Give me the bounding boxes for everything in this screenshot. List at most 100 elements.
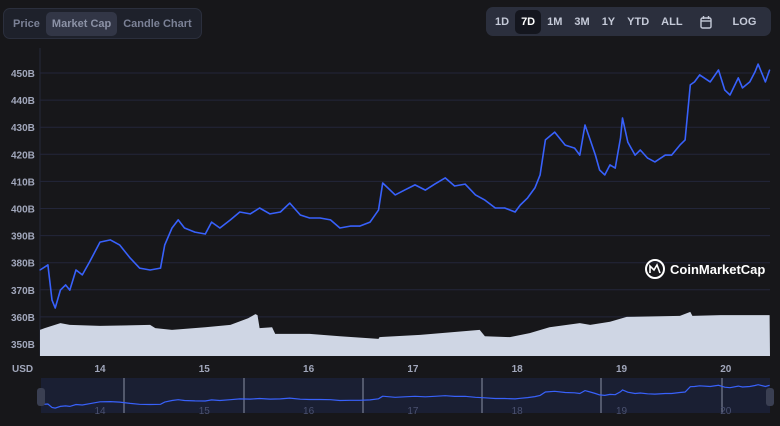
- range-3m[interactable]: 3M: [574, 15, 590, 28]
- data-point: [589, 139, 591, 141]
- navigator-tick-label: 19: [616, 406, 628, 417]
- calendar-icon[interactable]: [689, 11, 723, 33]
- data-point: [757, 63, 759, 65]
- y-tick-label: 380B: [11, 259, 35, 270]
- data-point: [54, 307, 56, 309]
- data-point: [464, 183, 466, 185]
- data-point: [737, 77, 739, 79]
- range-ytd[interactable]: YTD: [627, 15, 650, 28]
- data-point: [619, 137, 622, 139]
- data-point: [670, 154, 673, 156]
- data-point: [424, 189, 427, 191]
- navigator[interactable]: 14 15 16 17 18 19 20: [37, 378, 774, 417]
- data-point: [59, 289, 61, 291]
- time-range-selector: 1D 7D 1M 3M 1Y YTD ALL LOG: [486, 7, 771, 36]
- data-point: [454, 185, 456, 187]
- tab-candle-chart[interactable]: Candle Chart: [123, 17, 192, 30]
- data-point: [539, 174, 541, 176]
- data-point: [639, 149, 641, 151]
- navigator-tick-label: 15: [199, 406, 211, 417]
- x-tick-label: 15: [199, 364, 211, 375]
- range-log[interactable]: LOG: [732, 15, 757, 28]
- data-point: [709, 81, 711, 83]
- data-point: [319, 217, 321, 219]
- data-point: [764, 81, 767, 83]
- navigator-left-handle[interactable]: [37, 388, 45, 406]
- data-point: [129, 257, 131, 259]
- range-1m[interactable]: 1M: [547, 15, 563, 28]
- data-point: [289, 202, 291, 204]
- data-point: [646, 157, 649, 159]
- data-point: [149, 269, 151, 271]
- data-point: [194, 231, 196, 233]
- range-1d[interactable]: 1D: [495, 15, 510, 28]
- tab-price[interactable]: Price: [13, 17, 40, 30]
- data-point: [99, 241, 101, 243]
- data-point: [139, 267, 141, 269]
- data-point: [119, 244, 121, 246]
- data-point: [717, 69, 720, 71]
- data-point: [729, 94, 731, 96]
- data-point: [403, 189, 406, 191]
- data-point: [474, 194, 477, 196]
- data-point: [394, 194, 396, 196]
- data-point: [444, 177, 446, 179]
- data-point: [494, 207, 496, 209]
- data-point: [544, 139, 546, 141]
- tab-market-cap[interactable]: Market Cap: [45, 11, 118, 36]
- data-point: [689, 84, 691, 86]
- data-point: [64, 284, 67, 286]
- data-point: [654, 161, 656, 163]
- range-1y[interactable]: 1Y: [601, 15, 616, 28]
- navigator-window[interactable]: [41, 378, 770, 413]
- data-point: [627, 141, 629, 143]
- data-point: [519, 204, 521, 206]
- data-point: [204, 233, 206, 235]
- market-cap-line: [39, 63, 771, 309]
- x-tick-label: 16: [303, 364, 315, 375]
- data-point: [47, 264, 49, 266]
- watermark-text: CoinMarketCap: [670, 262, 765, 277]
- data-point: [309, 217, 311, 219]
- data-point: [594, 154, 597, 156]
- chart-type-tabs: Price Market Cap Candle Chart: [3, 8, 202, 39]
- data-point: [219, 227, 221, 229]
- navigator-right-handle[interactable]: [766, 388, 774, 406]
- data-point: [414, 184, 416, 186]
- data-point: [527, 197, 529, 199]
- data-point: [484, 199, 486, 201]
- data-point: [51, 299, 53, 301]
- data-point: [741, 87, 744, 89]
- data-point: [109, 239, 112, 241]
- data-point: [183, 227, 186, 229]
- y-tick-label: 360B: [11, 313, 35, 324]
- data-point: [724, 89, 726, 91]
- range-all[interactable]: ALL: [661, 15, 683, 28]
- y-tick-label: 350B: [11, 340, 35, 351]
- data-point: [609, 164, 611, 166]
- data-point: [504, 207, 506, 209]
- navigator-tick-label: 14: [94, 406, 106, 417]
- data-point: [329, 219, 332, 221]
- data-point: [88, 261, 91, 263]
- range-7d[interactable]: 7D: [515, 9, 542, 34]
- data-point: [634, 154, 636, 156]
- data-point: [693, 81, 696, 83]
- data-point: [269, 213, 271, 215]
- data-point: [579, 154, 581, 156]
- data-point: [369, 221, 371, 223]
- y-tick-label: 390B: [11, 232, 35, 243]
- navigator-tick-label: 20: [720, 406, 732, 417]
- data-point: [749, 81, 751, 83]
- x-tick-label: 20: [720, 364, 732, 375]
- coinmarketcap-watermark: CoinMarketCap: [645, 259, 765, 279]
- y-tick-label: 400B: [11, 205, 35, 216]
- data-point: [339, 227, 341, 229]
- currency-label: USD: [12, 364, 33, 375]
- data-point: [299, 214, 301, 216]
- x-tick-label: 19: [616, 364, 628, 375]
- x-tick-label: 14: [94, 364, 106, 375]
- data-point: [377, 209, 380, 211]
- data-point: [584, 124, 586, 126]
